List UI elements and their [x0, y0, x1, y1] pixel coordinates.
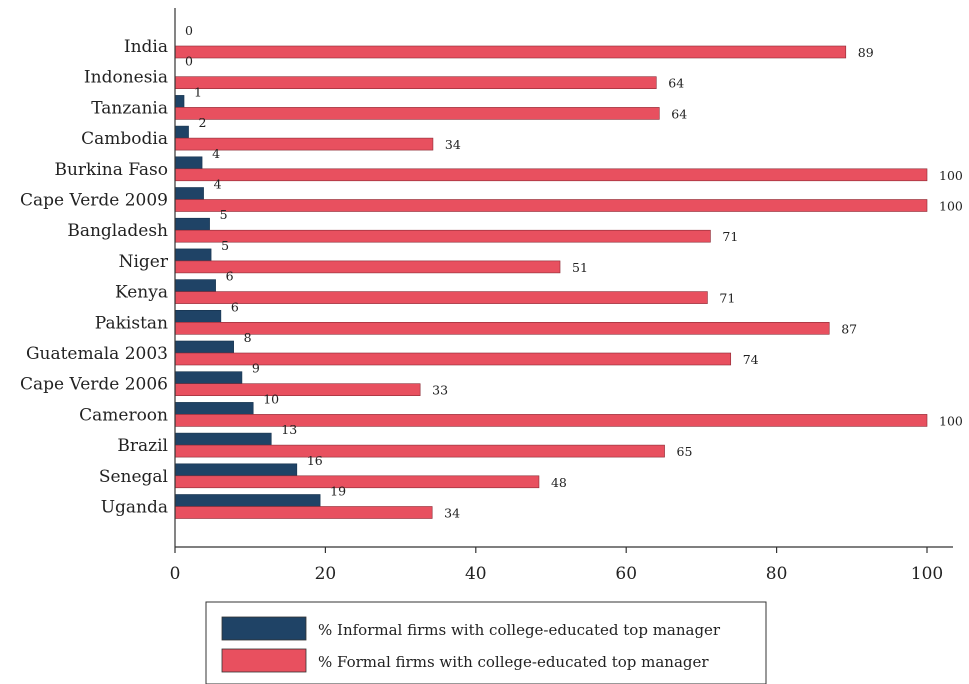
- category-label-uganda: Uganda: [101, 498, 168, 518]
- value-label-formal-uganda: 34: [444, 506, 460, 521]
- bar-informal-tanzania: [174, 95, 185, 108]
- bar-informal-niger: [174, 248, 212, 262]
- category-label-kenya: Kenya: [115, 283, 168, 303]
- x-tick-label: 100: [911, 564, 943, 584]
- value-label-formal-guatemala-2003: 74: [743, 352, 759, 367]
- bar-informal-senegal: [174, 463, 298, 477]
- bar-informal-cape-verde-2009: [174, 187, 204, 200]
- value-label-informal-cambodia: 2: [199, 115, 207, 130]
- bar-formal-senegal: [174, 475, 540, 489]
- bar-informal-cambodia: [174, 125, 189, 139]
- value-label-informal-tanzania: 1: [194, 84, 202, 99]
- value-label-informal-india: 0: [185, 23, 193, 38]
- value-label-formal-senegal: 48: [551, 475, 567, 490]
- bar-formal-tanzania: [174, 107, 660, 120]
- value-label-formal-indonesia: 64: [668, 76, 684, 91]
- x-tick-label: 0: [170, 564, 181, 584]
- legend: % Informal firms with college-educated t…: [205, 601, 767, 684]
- category-label-niger: Niger: [119, 252, 169, 272]
- value-label-informal-senegal: 16: [307, 453, 323, 468]
- legend-label-formal: % Formal firms with college-educated top…: [318, 653, 709, 671]
- bar-formal-burkina-faso: [174, 168, 928, 182]
- value-label-informal-cape-verde-2009: 4: [214, 177, 222, 192]
- category-label-guatemala-2003: Guatemala 2003: [26, 344, 168, 364]
- value-label-formal-kenya: 71: [719, 291, 735, 306]
- bar-formal-india: [174, 45, 847, 59]
- category-label-tanzania: Tanzania: [91, 98, 168, 118]
- x-ticks-group: 0 20 40 60 80 100: [170, 547, 943, 584]
- category-label-cameroon: Cameroon: [79, 405, 168, 425]
- bar-informal-burkina-faso: [174, 156, 203, 170]
- bars-group: [174, 45, 928, 519]
- bar-formal-brazil: [174, 444, 665, 458]
- value-label-formal-cape-verde-2009: 100: [939, 199, 963, 214]
- x-tick-label: 80: [766, 564, 788, 584]
- category-label-brazil: Brazil: [117, 436, 168, 456]
- bar-formal-kenya: [174, 291, 708, 304]
- value-label-formal-tanzania: 64: [671, 106, 687, 121]
- value-label-formal-burkina-faso: 100: [939, 168, 963, 183]
- value-label-formal-niger: 51: [572, 260, 588, 275]
- value-label-informal-brazil: 13: [281, 422, 297, 437]
- category-labels-group: India Indonesia Tanzania Cambodia Burkina Fa…: [20, 37, 169, 518]
- bar-formal-cape-verde-2006: [174, 383, 421, 397]
- category-label-cambodia: Cambodia: [81, 129, 168, 149]
- legend-swatch-formal: [221, 648, 307, 673]
- bar-informal-guatemala-2003: [174, 340, 234, 354]
- bar-formal-bangladesh: [174, 229, 711, 243]
- value-label-formal-brazil: 65: [677, 444, 693, 459]
- legend-swatch-informal: [221, 616, 307, 641]
- category-label-india: India: [124, 37, 168, 57]
- category-label-cape-verde-2009: Cape Verde 2009: [20, 191, 168, 211]
- x-tick-label: 20: [315, 564, 337, 584]
- bar-informal-pakistan: [174, 309, 222, 323]
- legend-label-informal: % Informal firms with college-educated t…: [318, 621, 721, 639]
- x-tick-label: 60: [615, 564, 637, 584]
- bar-formal-indonesia: [174, 76, 657, 89]
- bar-informal-cape-verde-2006: [174, 371, 243, 385]
- bar-informal-bangladesh: [174, 217, 210, 231]
- category-label-indonesia: Indonesia: [84, 68, 168, 88]
- bar-informal-kenya: [174, 279, 216, 292]
- bar-informal-cameroon: [174, 402, 254, 415]
- category-label-pakistan: Pakistan: [95, 313, 168, 333]
- value-label-formal-pakistan: 87: [841, 321, 857, 336]
- value-label-informal-guatemala-2003: 8: [244, 330, 252, 345]
- value-label-formal-cape-verde-2006: 33: [432, 383, 448, 398]
- category-label-burkina-faso: Burkina Faso: [54, 160, 168, 180]
- bar-informal-brazil: [174, 432, 272, 446]
- value-label-informal-burkina-faso: 4: [212, 146, 220, 161]
- bar-formal-cape-verde-2009: [174, 199, 928, 212]
- value-label-formal-bangladesh: 71: [722, 229, 738, 244]
- x-tick-label: 40: [465, 564, 487, 584]
- bar-formal-uganda: [174, 506, 433, 519]
- value-label-informal-pakistan: 6: [231, 299, 239, 314]
- value-label-formal-cameroon: 100: [939, 413, 963, 428]
- category-label-senegal: Senegal: [99, 467, 168, 487]
- value-label-informal-cape-verde-2006: 9: [252, 361, 260, 376]
- category-label-bangladesh: Bangladesh: [67, 221, 168, 241]
- bar-formal-pakistan: [174, 321, 830, 335]
- value-label-informal-niger: 5: [221, 238, 229, 253]
- bar-informal-uganda: [174, 494, 321, 507]
- value-labels-group: 0 89 0 64 1 64 2 34 4 100 4 100 5 71 5 51 6 71 6 87 8 74 9 33 10…: [185, 23, 963, 521]
- value-label-informal-indonesia: 0: [185, 54, 193, 69]
- value-label-informal-cameroon: 10: [263, 391, 279, 406]
- value-label-informal-kenya: 6: [226, 269, 234, 284]
- value-label-informal-uganda: 19: [330, 484, 346, 499]
- value-label-formal-india: 89: [858, 45, 874, 60]
- value-label-informal-bangladesh: 5: [220, 207, 228, 222]
- category-label-cape-verde-2006: Cape Verde 2006: [20, 375, 168, 395]
- value-label-formal-cambodia: 34: [445, 137, 461, 152]
